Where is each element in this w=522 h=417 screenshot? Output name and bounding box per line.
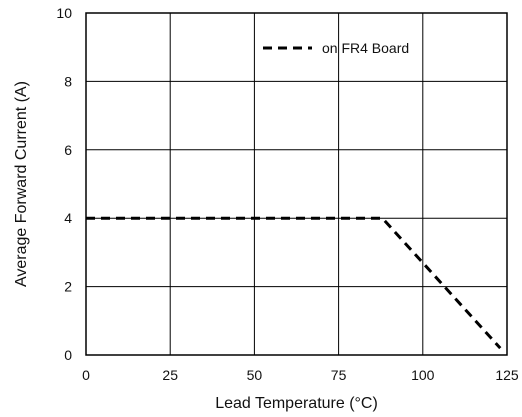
y-tick-label: 0: [64, 347, 72, 363]
series-line: [86, 216, 502, 350]
x-tick-label: 125: [495, 367, 519, 383]
y-tick-label: 6: [64, 142, 72, 158]
x-tick-label: 50: [247, 367, 263, 383]
y-tick-label: 2: [64, 279, 72, 295]
y-tick-label: 8: [64, 73, 72, 89]
legend: on FR4 Board: [263, 40, 409, 56]
x-tick-label: 0: [82, 367, 90, 383]
plot-area-frame: [85, 12, 508, 356]
y-tick-label: 4: [64, 210, 72, 226]
series-layer: [86, 216, 502, 350]
legend-label: on FR4 Board: [322, 40, 409, 56]
y-axis-title: Average Forward Current (A): [13, 81, 30, 287]
grid: [86, 13, 507, 355]
x-axis-ticks: 0 25 50 75 100 125: [82, 367, 519, 383]
y-axis-ticks: 0 2 4 6 8 10: [56, 5, 72, 363]
x-axis-title: Lead Temperature (°C): [215, 395, 378, 412]
x-tick-label: 75: [331, 367, 347, 383]
y-tick-label: 10: [56, 5, 72, 21]
x-tick-label: 100: [411, 367, 435, 383]
x-tick-label: 25: [162, 367, 178, 383]
